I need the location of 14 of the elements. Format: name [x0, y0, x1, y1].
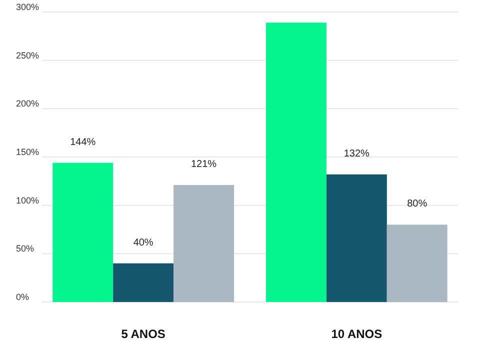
y-tick-label: 100%	[16, 195, 40, 206]
y-tick-label: 50%	[16, 244, 34, 254]
y-tick-label: 200%	[16, 98, 40, 109]
data-label: 121%	[190, 159, 217, 170]
x-tick-label: 10 ANOS	[331, 327, 382, 341]
y-tick-label: 300%	[16, 2, 40, 12]
y-tick-label: 150%	[16, 147, 40, 157]
data-label: 144%	[70, 136, 96, 148]
data-label: 80%	[407, 198, 428, 210]
y-tick-label: 0%	[16, 292, 30, 302]
data-label: 132%	[344, 148, 370, 160]
x-tick-label: 5 ANOS	[121, 327, 166, 341]
y-tick-label: 250%	[16, 50, 40, 60]
data-label: 40%	[133, 237, 154, 248]
